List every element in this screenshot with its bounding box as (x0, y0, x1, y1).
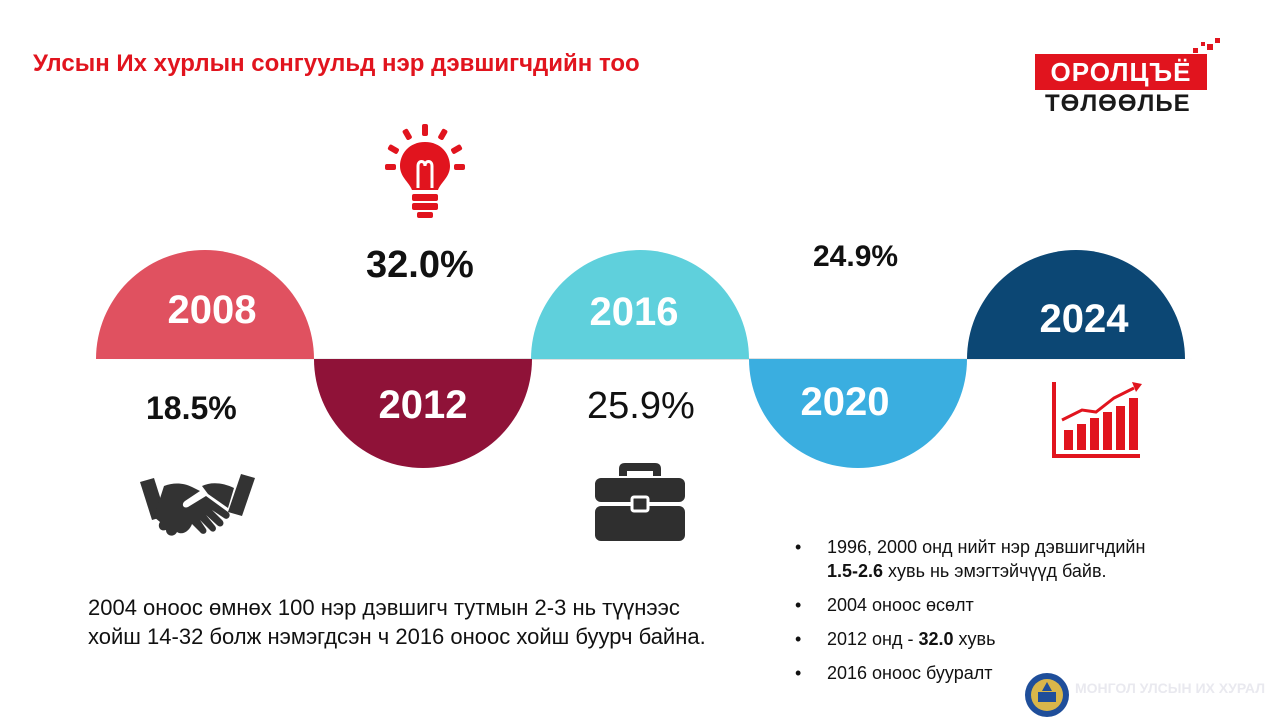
bullet-marker: • (795, 629, 802, 649)
year-2020: 2020 (800, 380, 890, 424)
summary-paragraph: 2004 оноос өмнөх 100 нэр дэвшигч тутмын … (88, 595, 706, 649)
growth-chart-icon (1052, 382, 1142, 458)
bullet-marker: • (795, 663, 802, 683)
logo-bottom-text: ТӨЛӨӨЛЬЕ (1045, 90, 1191, 117)
list-item: • 2012 онд - 32.0 хувь (795, 629, 996, 649)
timeline-baseline (90, 358, 1200, 360)
list-item: • 2016 оноос бууралт (795, 663, 993, 683)
value-2020: 24.9% (813, 240, 899, 273)
list-item: • 1996, 2000 онд нийт нэр дэвшигчдийн 1.… (795, 537, 1146, 581)
footer-watermark: МОНГОЛ УЛСЫН ИХ ХУРАЛ (1075, 680, 1266, 696)
page-title: Улсын Их хурлын сонгуульд нэр дэвшигчдий… (33, 50, 640, 77)
bullet-marker: • (795, 537, 802, 557)
list-item: • 2004 оноос өсөлт (795, 595, 974, 615)
value-2008: 18.5% (146, 390, 237, 426)
year-2016: 2016 (589, 290, 679, 334)
bullet-marker: • (795, 595, 802, 615)
emblem-icon (1025, 673, 1069, 717)
facts-list: • 1996, 2000 онд нийт нэр дэвшигчдийн 1.… (795, 535, 1245, 695)
value-2016: 25.9% (587, 385, 695, 427)
handshake-icon (140, 474, 255, 536)
year-2012: 2012 (378, 383, 468, 427)
briefcase-icon (595, 463, 685, 541)
logo-top-text: ОРОЛЦЪЁ (1035, 54, 1207, 90)
year-2008: 2008 (167, 288, 257, 332)
lightbulb-icon (385, 124, 465, 218)
year-2024: 2024 (1039, 297, 1129, 341)
value-2012: 32.0% (366, 244, 474, 286)
logo: ОРОЛЦЪЁ ТӨЛӨӨЛЬЕ (1035, 38, 1225, 117)
